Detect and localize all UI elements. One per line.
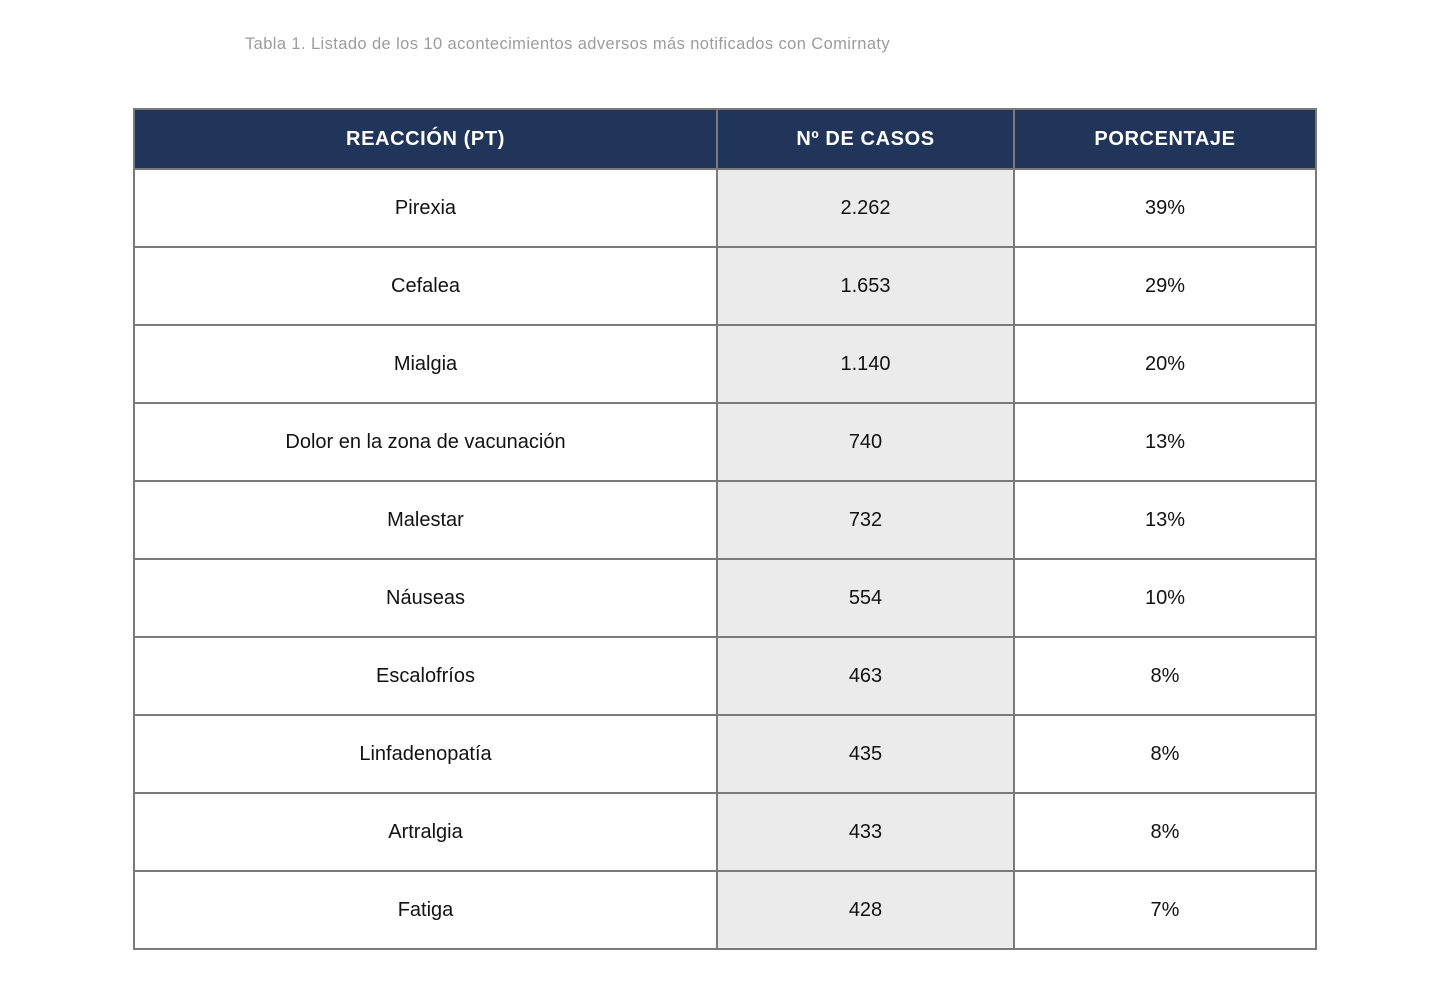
table-body: Pirexia 2.262 39% Cefalea 1.653 29% Mialgia 1.1… [133,168,1317,950]
reaction-cell: Cefalea [133,246,718,326]
percentage-cell: 8% [1013,792,1317,872]
cases-cell: 1.140 [716,324,1015,404]
table-row: Artralgia 433 8% [133,792,1317,872]
percentage-cell: 20% [1013,324,1317,404]
reaction-cell: Pirexia [133,168,718,248]
table-row: Malestar 732 13% [133,480,1317,560]
cases-cell: 732 [716,480,1015,560]
table-row: Fatiga 428 7% [133,870,1317,950]
percentage-cell: 7% [1013,870,1317,950]
percentage-cell: 8% [1013,636,1317,716]
reaction-cell: Artralgia [133,792,718,872]
percentage-cell: 13% [1013,402,1317,482]
table-caption: Tabla 1. Listado de los 10 acontecimient… [245,35,891,53]
table-header-row: REACCIÓN (PT) Nº DE CASOS PORCENTAJE [133,108,1317,170]
cases-cell: 428 [716,870,1015,950]
table-row: Linfadenopatía 435 8% [133,714,1317,794]
reaction-cell: Náuseas [133,558,718,638]
reaction-cell: Fatiga [133,870,718,950]
column-header-percentage: PORCENTAJE [1013,108,1317,170]
percentage-cell: 39% [1013,168,1317,248]
table-row: Cefalea 1.653 29% [133,246,1317,326]
table-row: Escalofríos 463 8% [133,636,1317,716]
percentage-cell: 10% [1013,558,1317,638]
adverse-events-table: REACCIÓN (PT) Nº DE CASOS PORCENTAJE Pir… [133,108,1317,950]
table-row: Pirexia 2.262 39% [133,168,1317,248]
cases-cell: 2.262 [716,168,1015,248]
reaction-cell: Escalofríos [133,636,718,716]
percentage-cell: 29% [1013,246,1317,326]
cases-cell: 1.653 [716,246,1015,326]
column-header-cases: Nº DE CASOS [716,108,1015,170]
reaction-cell: Malestar [133,480,718,560]
reaction-cell: Linfadenopatía [133,714,718,794]
percentage-cell: 13% [1013,480,1317,560]
cases-cell: 740 [716,402,1015,482]
table-row: Dolor en la zona de vacunación 740 13% [133,402,1317,482]
reaction-cell: Dolor en la zona de vacunación [133,402,718,482]
cases-cell: 463 [716,636,1015,716]
cases-cell: 435 [716,714,1015,794]
cases-cell: 554 [716,558,1015,638]
cases-cell: 433 [716,792,1015,872]
reaction-cell: Mialgia [133,324,718,404]
table-row: Mialgia 1.140 20% [133,324,1317,404]
percentage-cell: 8% [1013,714,1317,794]
column-header-reaction: REACCIÓN (PT) [133,108,718,170]
table-row: Náuseas 554 10% [133,558,1317,638]
